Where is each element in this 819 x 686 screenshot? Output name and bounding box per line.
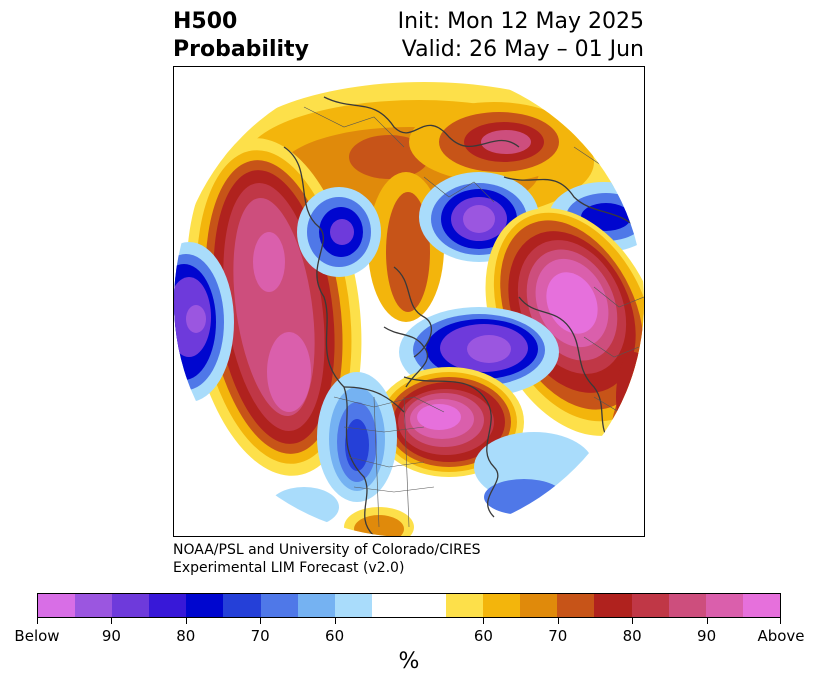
colorbar-tick [260, 618, 262, 624]
colorbar-tick-label: 70 [548, 627, 568, 645]
colorbar-tick-label: Below [14, 627, 60, 645]
colorbar-tick [706, 618, 708, 624]
colorbar-segment [742, 594, 780, 617]
colorbar-segment [38, 594, 76, 617]
colorbar-segment [520, 594, 558, 617]
credit-line-1: NOAA/PSL and University of Colorado/CIRE… [173, 542, 481, 558]
colorbar [37, 593, 781, 618]
colorbar-segment [594, 594, 632, 617]
credit-text: NOAA/PSL and University of Colorado/CIRE… [173, 541, 481, 577]
anomaly-west-trough [174, 242, 234, 402]
colorbar-segment [446, 594, 484, 617]
colorbar-tick [37, 618, 38, 624]
colorbar-units: % [398, 649, 420, 674]
title-line-2: Probability [173, 37, 309, 62]
title-line-1: H500 [173, 9, 238, 34]
colorbar-segment [223, 594, 261, 617]
colorbar-tick-label: 70 [250, 627, 270, 645]
colorbar-segment [149, 594, 187, 617]
map-title: H500 Probability [173, 8, 309, 64]
colorbar-tick [780, 618, 781, 624]
colorbar-segment [75, 594, 113, 617]
colorbar-segment [334, 594, 372, 617]
anomaly-west-us-trough [317, 372, 397, 502]
map-canvas [174, 82, 644, 536]
colorbar-segment [557, 594, 595, 617]
colorbar-tick [185, 618, 187, 624]
valid-dates: Valid: 26 May – 01 Jun [401, 37, 644, 62]
credit-line-2: Experimental LIM Forecast (v2.0) [173, 560, 405, 576]
colorbar-segment [408, 594, 447, 617]
colorbar-tick [483, 618, 485, 624]
colorbar-tick-label: 90 [101, 627, 121, 645]
colorbar-tick-label: Above [757, 627, 805, 645]
colorbar-segment [112, 594, 150, 617]
coastlines [283, 96, 644, 536]
colorbar-segment [631, 594, 669, 617]
forecast-dates: Init: Mon 12 May 2025 Valid: 26 May – 01… [398, 8, 644, 64]
probability-field [174, 82, 644, 536]
colorbar-segment [186, 594, 224, 617]
colorbar-tick-label: 80 [622, 627, 642, 645]
colorbar-segment [297, 594, 335, 617]
colorbar-segment [483, 594, 521, 617]
probability-map [173, 66, 645, 537]
colorbar-segment [668, 594, 706, 617]
colorbar-tick-label: 80 [176, 627, 196, 645]
colorbar-segment [371, 594, 409, 617]
colorbar-tick-label: 60 [473, 627, 493, 645]
anomaly-canada-trough [297, 187, 381, 277]
colorbar-segment [260, 594, 298, 617]
colorbar-tick [334, 618, 336, 624]
colorbar-segment [705, 594, 743, 617]
colorbar-tick [557, 618, 559, 624]
colorbar-tick-label: 60 [325, 627, 345, 645]
colorbar-tick [111, 618, 113, 624]
init-date: Init: Mon 12 May 2025 [397, 9, 644, 34]
colorbar-tick [632, 618, 634, 624]
colorbar-tick-label: 90 [697, 627, 717, 645]
